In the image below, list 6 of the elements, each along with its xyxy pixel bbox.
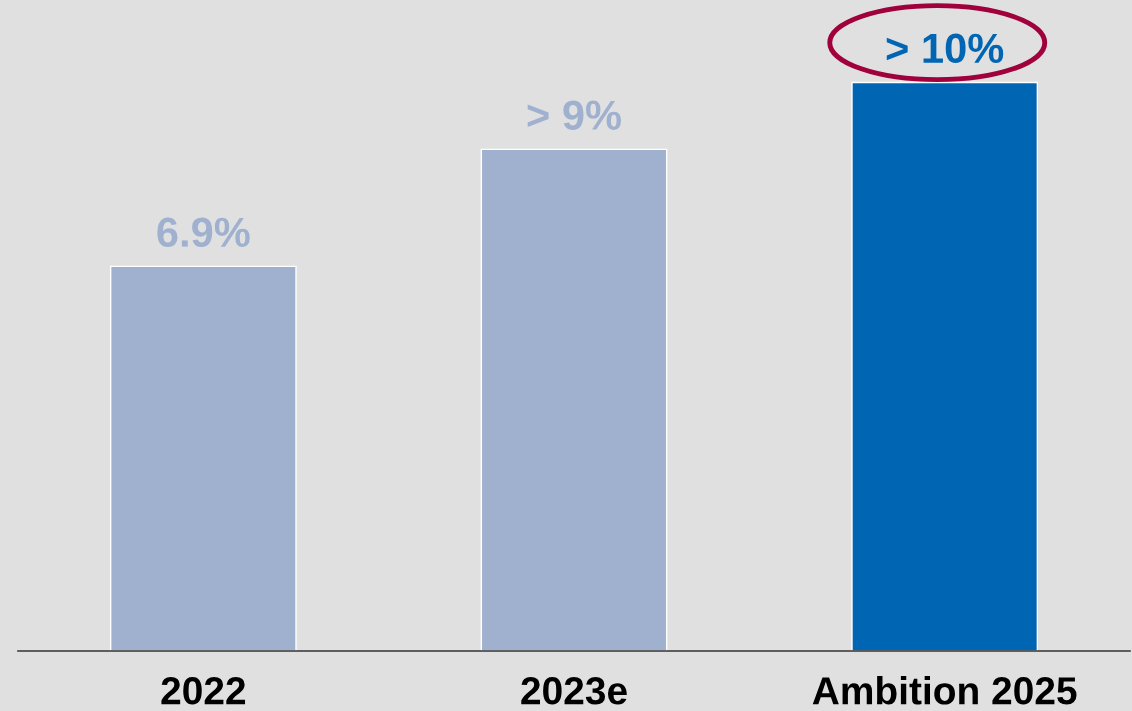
data-label: > 9%	[527, 100, 621, 130]
x-tick-label: Ambition 2025	[812, 676, 1077, 705]
x-tick-label: 2022	[161, 677, 246, 705]
data-label: 6.9%	[157, 217, 250, 248]
x-tick-label: 2023e	[521, 677, 627, 705]
data-label: > 10%	[886, 33, 1004, 64]
